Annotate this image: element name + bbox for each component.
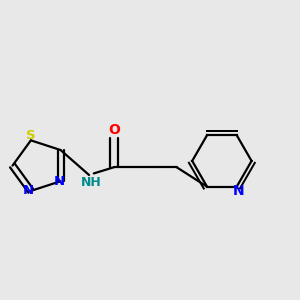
Text: O: O xyxy=(108,123,120,137)
Text: S: S xyxy=(26,129,36,142)
Text: N: N xyxy=(232,184,244,198)
Text: N: N xyxy=(53,175,64,188)
Text: NH: NH xyxy=(81,176,102,189)
Text: N: N xyxy=(23,184,34,197)
